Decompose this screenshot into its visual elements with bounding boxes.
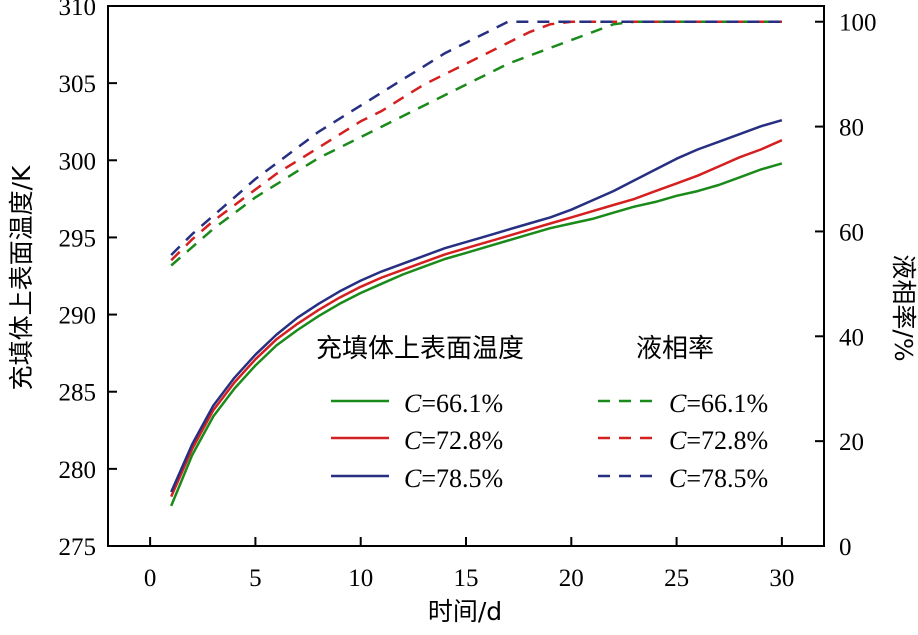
y-tick-label: 295	[59, 225, 97, 252]
y2-tick-label: 80	[839, 115, 864, 142]
legend-temperature-label-0: C=66.1%	[404, 389, 503, 418]
series-layer	[170, 20, 783, 507]
y2-tick-label: 100	[839, 10, 877, 37]
y-tick-label: 280	[59, 457, 97, 484]
x-tick-label: 25	[664, 565, 689, 592]
y-tick-label: 285	[59, 380, 97, 407]
x-tick-label: 20	[559, 565, 584, 592]
y-axis-label: 充填体上表面温度/K	[7, 165, 36, 390]
legend-temperature-label-1: C=72.8%	[404, 426, 503, 455]
y2-axis-title: 液相率/%	[889, 254, 918, 361]
x-tick-label: 10	[348, 565, 373, 592]
temperature-line-0	[170, 162, 783, 507]
legend-title-liquid-fraction: 液相率	[636, 334, 714, 364]
axes: 0 5 10 15 20 25 30 275 280 285 290 295 300 305 310 0 20 4…	[59, 0, 877, 592]
legend-liquid-fraction-label-2: C=78.5%	[669, 464, 768, 493]
legend-temperature-label-2: C=78.5%	[404, 464, 503, 493]
y-tick-label: 275	[59, 534, 97, 561]
x-tick-label: 5	[249, 565, 262, 592]
legend-title-temperature: 充填体上表面温度	[316, 334, 524, 364]
x-axis-label: 时间/d	[428, 597, 502, 626]
x-axis-title: 时间/d	[428, 597, 502, 626]
x-tick-label: 30	[769, 565, 794, 592]
liquid-fraction-line-1	[170, 20, 782, 262]
y2-tick-label: 0	[839, 534, 852, 561]
y2-tick-label: 40	[839, 324, 864, 351]
y2-tick-label: 60	[839, 219, 864, 246]
legend-liquid-fraction-label-0: C=66.1%	[669, 389, 768, 418]
temperature-line-2	[170, 118, 783, 493]
y2-tick-label: 20	[839, 429, 864, 456]
legend-liquid-fraction-label-1: C=72.8%	[669, 426, 768, 455]
y2-axis-label: 液相率/%	[889, 254, 918, 361]
y-axis-title: 充填体上表面温度/K	[7, 165, 36, 390]
temperature-line-1	[170, 139, 783, 498]
liquid-fraction-line-2	[170, 20, 782, 256]
y-tick-label: 300	[59, 148, 97, 175]
liquid-fraction-line-0	[170, 20, 782, 267]
y-tick-label: 305	[59, 71, 97, 98]
x-tick-label: 15	[454, 565, 479, 592]
y-tick-label: 290	[59, 303, 97, 330]
legend: 充填体上表面温度 液相率 C=66.1% C=72.8% C=78.5% C=66.1…	[316, 334, 768, 493]
y-tick-label: 310	[59, 0, 97, 21]
x-tick-label: 0	[144, 565, 157, 592]
